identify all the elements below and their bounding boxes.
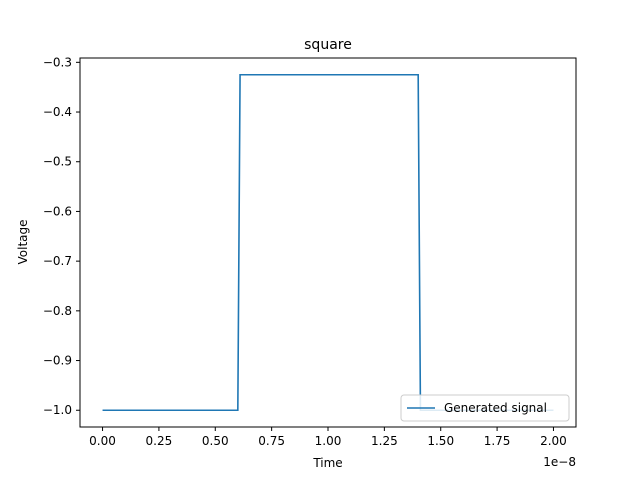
- y-tick-label: −0.3: [43, 55, 72, 69]
- x-tick-label: 0.50: [202, 434, 229, 448]
- y-tick-label: −0.5: [43, 155, 72, 169]
- y-tick-label: −0.4: [43, 105, 72, 119]
- x-tick-label: 0.25: [146, 434, 173, 448]
- x-tick-label: 1.00: [315, 434, 342, 448]
- x-tick-label: 2.00: [540, 434, 567, 448]
- series-line: [102, 73, 554, 412]
- legend-label: Generated signal: [444, 401, 547, 415]
- series-layer: [102, 73, 554, 412]
- y-tick-label: −0.7: [43, 254, 72, 268]
- x-tick-label: 0.00: [89, 434, 116, 448]
- y-axis-label: Voltage: [16, 219, 30, 264]
- x-tick-label: 0.75: [258, 434, 285, 448]
- y-tick-label: −0.8: [43, 304, 72, 318]
- x-axis-label: Time: [312, 456, 342, 470]
- x-axis-offset-label: 1e−8: [543, 455, 576, 469]
- y-tick-label: −0.6: [43, 204, 72, 218]
- x-tick-label: 1.50: [427, 434, 454, 448]
- y-axis-ticks: −1.0 −0.9 −0.8 −0.7 −0.6 −0.5 −0.4 −0.3: [43, 55, 80, 417]
- y-tick-label: −0.9: [43, 354, 72, 368]
- y-tick-label: −1.0: [43, 403, 72, 417]
- plot-frame: [79, 57, 577, 428]
- chart-title: square: [304, 37, 352, 53]
- legend-frame: [400, 394, 570, 422]
- x-axis-ticks: 0.00 0.25 0.50 0.75 1.00 1.25 1.50 1.75 2.00: [89, 427, 567, 448]
- legend: Generated signal: [400, 394, 570, 422]
- x-tick-label: 1.75: [484, 434, 511, 448]
- x-tick-label: 1.25: [371, 434, 398, 448]
